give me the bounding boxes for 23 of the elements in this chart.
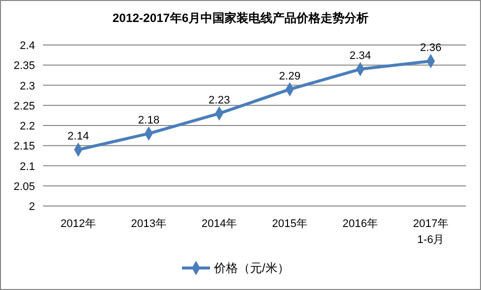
x-tick-label: 2015年: [272, 218, 308, 230]
x-tick-label: 2012年: [60, 218, 96, 230]
y-tick-label: 2.05: [14, 180, 35, 193]
y-tick-label: 2.4: [20, 40, 35, 52]
data-label: 2.18: [138, 114, 160, 127]
y-tick-label: 2.25: [14, 100, 35, 112]
y-tick-label: 2.1: [20, 160, 35, 173]
data-label: 2.36: [420, 42, 442, 54]
x-tick-label: 2013年: [131, 218, 166, 230]
chart-title: 2012-2017年6月中国家装电线产品价格走势分析: [112, 11, 369, 25]
data-label: 2.29: [279, 70, 300, 82]
data-label: 2.34: [350, 50, 371, 62]
data-label: 2.14: [68, 130, 89, 143]
x-tick-label: 2016年: [342, 218, 378, 230]
y-tick-label: 2: [28, 201, 35, 213]
y-tick-label: 2.15: [14, 140, 35, 153]
data-label: 2.23: [208, 94, 230, 106]
y-tick-label: 2.2: [20, 120, 35, 132]
legend-label: 价格（元/米）: [213, 261, 290, 275]
y-tick-label: 2.35: [14, 60, 35, 72]
y-tick-label: 2.3: [20, 80, 35, 92]
x-tick-label: 2014年: [202, 218, 237, 230]
x-tick-label: 2017年 1-6月: [413, 218, 448, 246]
